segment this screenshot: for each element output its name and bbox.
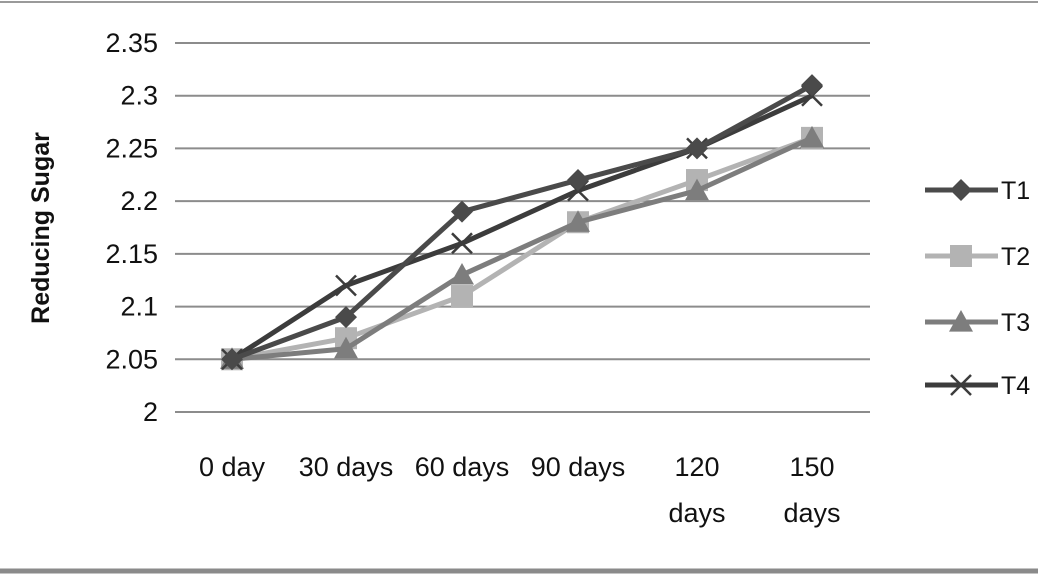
x-tick-label: 150: [789, 452, 834, 482]
series-line: [231, 135, 813, 362]
data-point: [334, 336, 358, 359]
data-point: [566, 210, 590, 232]
data-point: [335, 306, 357, 329]
y-tick-label: 2.1: [120, 292, 158, 322]
y-tick-labels: 2 2.05 2.1 2.15 2.2 2.25 2.3 2.35: [105, 28, 158, 427]
legend-label: T1: [1001, 177, 1030, 205]
diamond-icon: [950, 179, 972, 201]
y-tick-label: 2.15: [105, 239, 158, 269]
legend-item-T2: T2: [925, 243, 1030, 271]
data-point: [450, 262, 474, 285]
data-point: [451, 232, 473, 255]
y-tick-label: 2.3: [120, 81, 158, 111]
x-tick-label: days: [668, 498, 725, 528]
y-tick-label: 2.25: [105, 133, 158, 163]
gridlines: [175, 42, 870, 413]
x-tick-label: 90 days: [531, 452, 626, 482]
legend-label: T2: [1001, 243, 1030, 271]
series-line: [231, 135, 814, 362]
y-tick-label: 2: [143, 397, 158, 427]
x-icon-stroke: [335, 274, 357, 297]
x-icon-stroke: [950, 374, 972, 396]
x-tick-label: 60 days: [415, 452, 510, 482]
y-tick-label: 2.05: [105, 344, 158, 374]
legend-item-T1: T1: [925, 177, 1030, 205]
x-tick-label: 0 day: [199, 452, 266, 482]
series-T1: [221, 74, 823, 371]
data-point: [800, 125, 824, 148]
square-icon: [950, 245, 972, 267]
x-tick-label: 30 days: [299, 452, 394, 482]
data-point: [451, 285, 473, 308]
series-line: [231, 82, 814, 362]
data-point: [801, 74, 823, 97]
x-tick-labels: 0 day 30 days 60 days 90 days 120 days 150 days: [199, 452, 841, 528]
data-point: [567, 169, 589, 192]
series-group: [220, 74, 824, 371]
legend-label: T4: [1001, 372, 1030, 400]
data-point: [335, 274, 357, 297]
y-tick-label: 2.2: [120, 186, 158, 216]
x-tick-label: 120: [674, 452, 719, 482]
data-point: [451, 200, 473, 223]
y-axis-title: Reducing Sugar: [27, 132, 55, 324]
x-icon-stroke: [451, 232, 473, 255]
x-tick-label: days: [783, 498, 840, 528]
legend: T1 T2 T3 T4: [925, 177, 1030, 400]
data-point: [221, 348, 243, 371]
triangle-icon: [949, 310, 973, 332]
x-icon: [950, 374, 972, 396]
legend-item-T4: T4: [925, 372, 1030, 400]
data-point: [686, 137, 708, 160]
legend-item-T3: T3: [925, 309, 1030, 337]
data-point: [685, 178, 709, 201]
y-tick-label: 2.35: [105, 28, 158, 58]
legend-label: T3: [1001, 309, 1030, 337]
